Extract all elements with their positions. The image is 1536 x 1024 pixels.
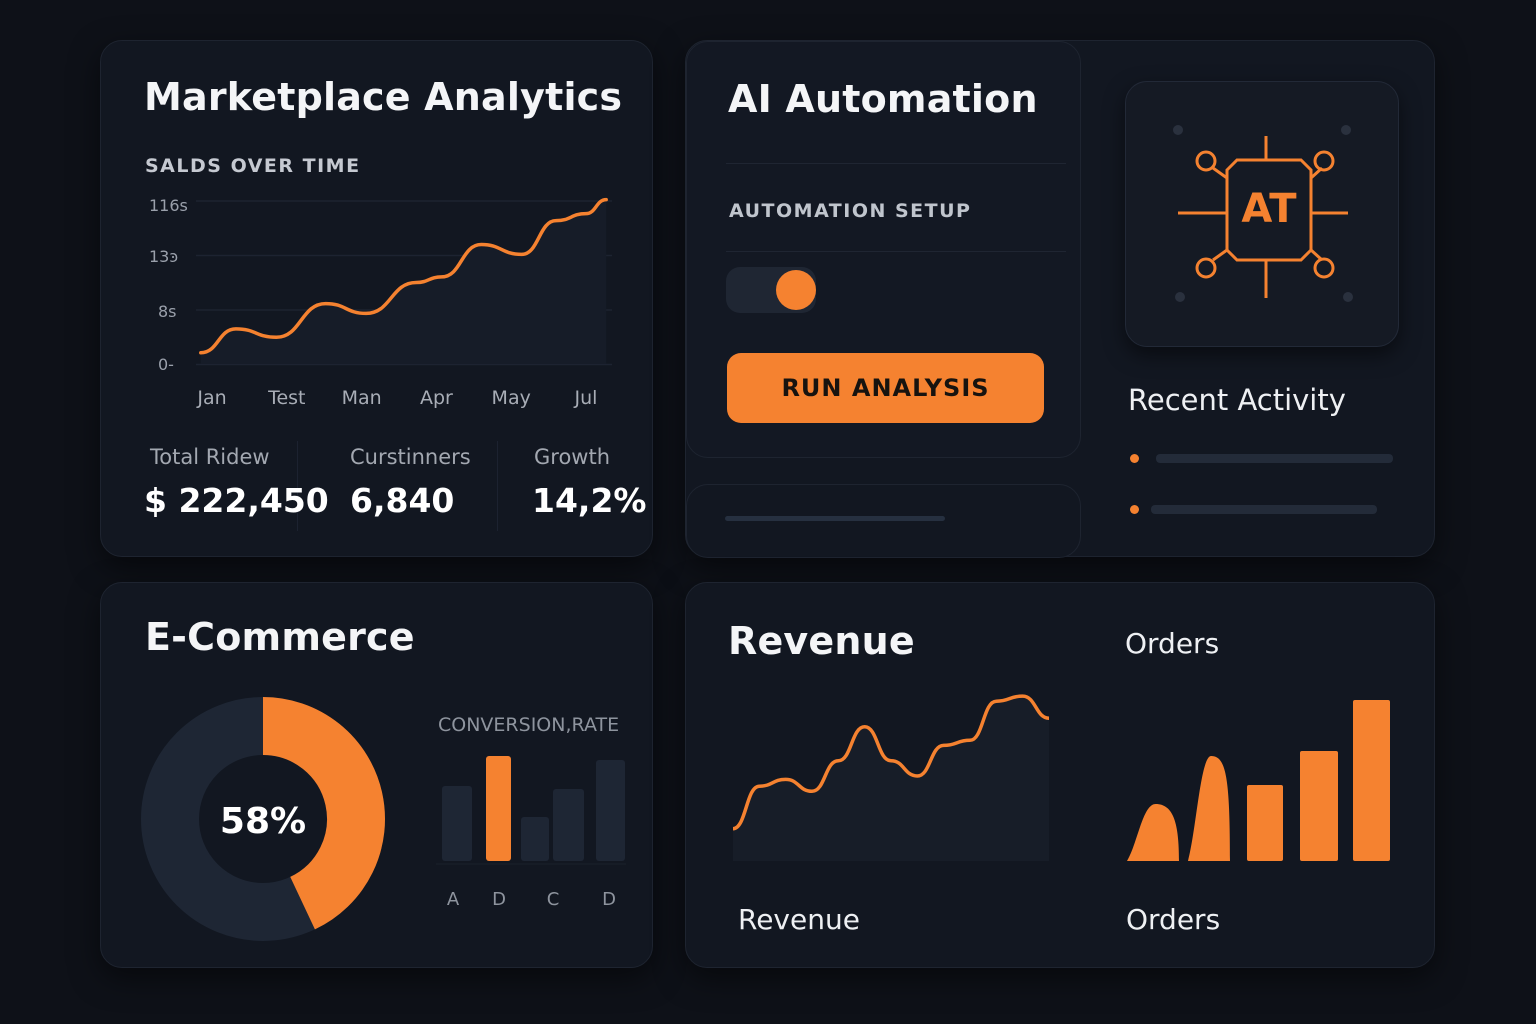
stat-label-growth: Growth [534, 445, 611, 469]
orders-title: Orders [1125, 627, 1220, 660]
divider [726, 163, 1066, 164]
x-tick: Test [268, 387, 306, 409]
card-title: AI Automation [728, 77, 1038, 121]
chip-text: AT [1241, 186, 1297, 232]
conversion-x-tick: D [602, 889, 616, 910]
toggle-knob [776, 270, 816, 310]
revenue-title: Revenue [728, 619, 915, 663]
orders-bar [1353, 700, 1390, 861]
activity-dot [1130, 505, 1139, 514]
conversion-bar [521, 817, 549, 861]
y-tick: 116s [149, 196, 188, 215]
activity-item[interactable] [1156, 454, 1393, 463]
revenue-orders-card: Revenue Orders Revenue Orders [685, 582, 1435, 968]
conversion-bar-chart [436, 756, 626, 865]
x-tick: May [491, 387, 531, 409]
recent-activity-title: Recent Activity [1128, 383, 1346, 417]
divider [497, 441, 498, 531]
conversion-bar [553, 789, 584, 861]
y-tick: 13ͽ [149, 247, 179, 266]
card-title: Marketplace Analytics [144, 75, 623, 119]
conversion-bar [486, 756, 511, 861]
sales-line [199, 197, 608, 355]
ai-automation-card: AI Automation AUTOMATION SETUP RUN ANALY… [685, 40, 1435, 558]
ai-chip-icon [1173, 125, 1353, 302]
ecommerce-card: E-Commerce 58% CONVERSION,RATE A D C D [100, 582, 653, 968]
conversion-bar [596, 760, 625, 861]
conversion-x-tick: D [492, 889, 506, 910]
activity-dot [1130, 454, 1139, 463]
revenue-area [733, 696, 1049, 861]
stat-value-customers: 6,840 [350, 481, 455, 520]
orders-caption: Orders [1126, 903, 1221, 936]
conversion-bar [442, 786, 472, 861]
stat-value-total: $ 222,450 [144, 481, 329, 520]
line-area [200, 199, 607, 364]
sales-line-chart [196, 197, 612, 366]
y-tick: 8s [158, 302, 177, 321]
revenue-line [732, 694, 1050, 831]
card-title: E-Commerce [145, 615, 415, 659]
ai-chip-tile: AT [1125, 81, 1399, 347]
conversion-donut [141, 697, 385, 941]
progress-panel [686, 484, 1081, 558]
x-tick: Jan [197, 387, 227, 409]
stat-value-growth: 14,2% [532, 481, 647, 520]
donut-segment [261, 697, 385, 930]
stat-label-total: Total Ridew [150, 445, 270, 469]
orders-bar [1247, 785, 1283, 861]
run-analysis-button[interactable]: RUN ANALYSIS [727, 353, 1044, 423]
stat-label-customers: Curstinners [350, 445, 471, 469]
chart-title: SALDS OVER TIME [145, 155, 361, 177]
setup-label: AUTOMATION SETUP [729, 200, 972, 222]
progress-bar [725, 516, 945, 521]
x-tick: Man [341, 387, 382, 409]
activity-item[interactable] [1151, 505, 1377, 514]
marketplace-analytics-card: Marketplace Analytics SALDS OVER TIME 11… [100, 40, 653, 557]
orders-bar [1300, 751, 1338, 861]
divider [726, 251, 1066, 252]
automation-toggle[interactable] [726, 267, 816, 313]
conversion-x-tick: A [446, 889, 460, 910]
conversion-x-tick: C [546, 889, 560, 910]
divider [297, 441, 298, 531]
donut-label: 58% [219, 801, 307, 842]
orders-bar [1127, 804, 1179, 861]
orders-bar [1188, 756, 1230, 861]
conversion-title: CONVERSION,RATE [438, 714, 620, 736]
orders-bar-chart [1127, 700, 1390, 861]
x-tick: Apr [419, 387, 453, 409]
revenue-area-chart [732, 694, 1050, 861]
x-tick: Jul [574, 387, 598, 409]
y-tick: 0- [158, 355, 174, 374]
revenue-caption: Revenue [738, 903, 860, 936]
